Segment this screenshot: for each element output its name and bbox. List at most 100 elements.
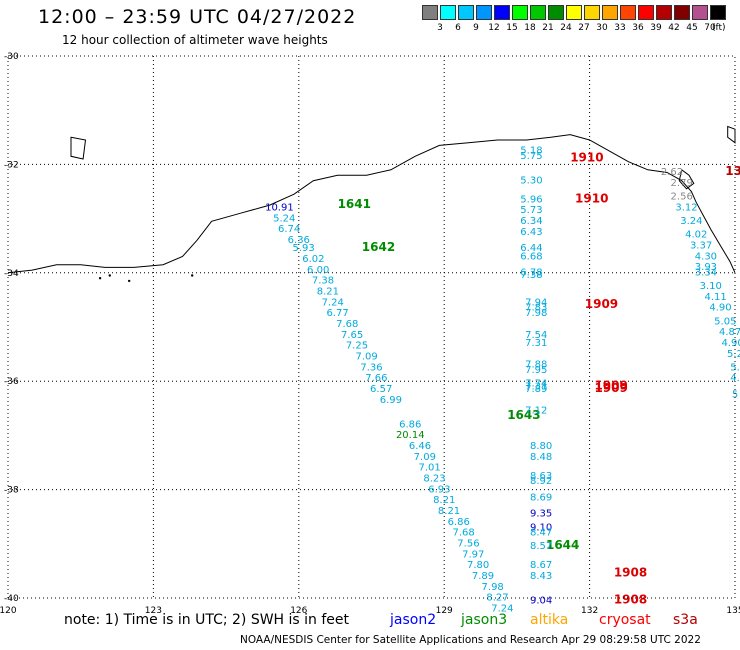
pass-time-label: 1641	[338, 197, 371, 211]
pass-time-label: 1642	[362, 240, 395, 254]
lat-tick-label: -38	[4, 486, 19, 496]
island	[108, 274, 111, 277]
wave-height-value: 7.88	[525, 360, 547, 371]
wave-height-value: 3.24	[680, 216, 702, 227]
wave-height-value: 7.80	[467, 560, 489, 571]
coastline	[7, 134, 736, 274]
wave-height-value: 7.65	[341, 330, 363, 341]
wave-height-value: 2.56	[671, 192, 693, 203]
wave-height-value: 5.24	[273, 213, 295, 224]
wave-height-value: 4.90	[721, 338, 740, 349]
wave-height-value: 7.68	[452, 528, 474, 539]
legend-swatch	[656, 5, 672, 20]
wave-height-value: 7.98	[482, 582, 504, 593]
pass-time-label: 1644	[546, 538, 579, 552]
legend-swatch	[494, 5, 510, 20]
legend-label: 3	[437, 23, 443, 33]
wave-height-value: 8.47	[530, 528, 552, 539]
lat-tick-label: -40	[4, 594, 19, 604]
pass-time-label: 1643	[507, 408, 540, 422]
lake-outline	[70, 136, 87, 160]
wave-height-value: 2.62	[661, 167, 683, 178]
wave-height-value: 7.89	[525, 384, 547, 395]
wave-height-value: 5.2	[727, 349, 740, 360]
wave-height-value: 8.21	[438, 506, 460, 517]
legend-label: 42	[668, 23, 680, 33]
wave-height-value: 10.91	[265, 202, 294, 213]
wave-height-value: 5.18	[520, 146, 542, 157]
lon-tick-label: 126	[290, 606, 307, 616]
footer-credit: NOAA/NESDIS Center for Satellite Applica…	[240, 634, 701, 646]
map-title: 12:00 – 23:59 UTC 04/27/2022	[38, 6, 357, 28]
legend-label: 36	[632, 23, 644, 33]
wave-height-value: 6.74	[278, 224, 300, 235]
wave-height-value: 7.83	[525, 303, 547, 314]
wave-height-value: 7.01	[419, 463, 441, 474]
wave-height-value: 7.25	[346, 341, 368, 352]
legend-swatch	[584, 5, 600, 20]
wave-height-value: 5.75	[520, 151, 542, 162]
legend-label: 9	[473, 23, 479, 33]
wave-height-value: 8.48	[530, 452, 552, 463]
legend-label: 45	[686, 23, 698, 33]
legend-swatch	[620, 5, 636, 20]
wave-height-value: 5.30	[520, 175, 542, 186]
legend-label: 18	[524, 23, 536, 33]
lon-tick-label: 123	[145, 606, 162, 616]
legend-swatch	[566, 5, 582, 20]
wave-height-value: 5.	[730, 362, 740, 373]
legend-swatch	[602, 5, 618, 20]
legend-swatch	[512, 5, 528, 20]
wave-height-value: 6.68	[520, 251, 542, 262]
wave-height-value: 6.78	[520, 268, 542, 279]
mission-jason2: jason2	[390, 612, 437, 628]
wave-height-value: 4.87	[719, 327, 740, 338]
legend-swatch	[440, 5, 456, 20]
legend-swatch	[548, 5, 564, 20]
pass-time-label: 1910	[575, 191, 608, 205]
wave-height-value: 7.68	[336, 319, 358, 330]
wave-height-value: 4.30	[695, 251, 717, 262]
legend-label: 30	[596, 23, 608, 33]
wave-height-value: 5.73	[520, 205, 542, 216]
wave-height-value: 6.36	[288, 235, 310, 246]
wave-height-value: 5.05	[714, 316, 736, 327]
wave-height-value: 3.12	[675, 202, 697, 213]
wave-height-value: 6.44	[520, 243, 542, 254]
wave-height-value: 5.96	[520, 194, 542, 205]
lon-tick-label: 135	[726, 606, 740, 616]
wave-height-value: 8.69	[530, 492, 552, 503]
wave-height-value: 3.34	[695, 268, 717, 279]
wave-height-value: 6.57	[370, 384, 392, 395]
lat-tick-label: -32	[4, 160, 19, 170]
wave-height-value: 8.27	[486, 593, 508, 604]
units-note: note: 1) Time is in UTC; 2) SWH is in fe…	[64, 612, 350, 628]
island	[678, 168, 695, 190]
wave-height-value: 20.14	[396, 430, 425, 441]
wave-height-value: 4.11	[704, 292, 726, 303]
wave-height-value: 7.38	[312, 276, 334, 287]
wave-height-value: 7.12	[525, 406, 547, 417]
wave-height-value: 8.21	[433, 495, 455, 506]
legend-label: 15	[506, 23, 518, 33]
legend-label: 39	[650, 23, 662, 33]
pass-time-label: 1909	[594, 378, 627, 392]
pass-time-label: 1909	[585, 297, 618, 311]
wave-height-value: 7.09	[356, 352, 378, 363]
legend-swatch	[458, 5, 474, 20]
island	[98, 277, 102, 280]
wave-height-value: 7.24	[491, 604, 513, 615]
legend-swatch	[422, 5, 438, 20]
wave-height-value: 3.37	[690, 240, 712, 251]
legend-swatch	[530, 5, 546, 20]
wave-height-value: 7.09	[414, 452, 436, 463]
legend-label: 12	[488, 23, 500, 33]
wave-height-value: 7.24	[322, 297, 344, 308]
legend-swatch	[638, 5, 654, 20]
wave-height-value: 7.38	[520, 270, 542, 281]
wave-height-value: 6.77	[326, 308, 348, 319]
wave-height-value: 2.79	[671, 178, 693, 189]
wave-height-value: 7.56	[457, 539, 479, 550]
wave-height-value: 6.86	[399, 419, 421, 430]
